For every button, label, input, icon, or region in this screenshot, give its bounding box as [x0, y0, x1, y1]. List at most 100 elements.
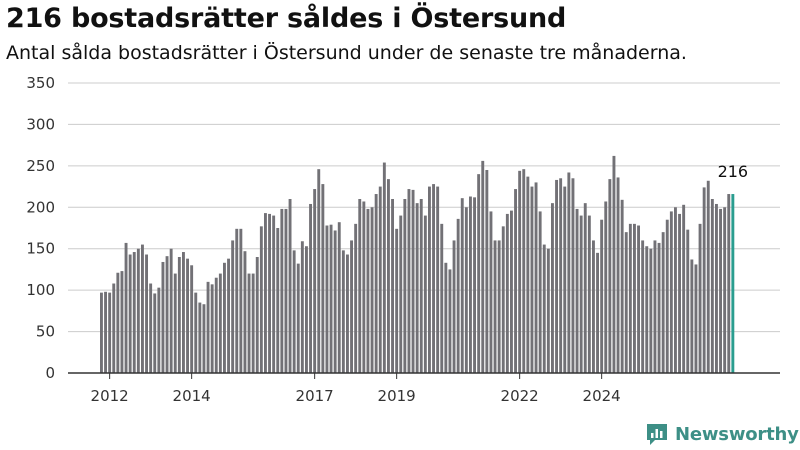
- bar: [538, 211, 542, 373]
- bar: [272, 215, 276, 373]
- bar: [436, 186, 440, 373]
- bar: [251, 273, 255, 373]
- bar: [149, 283, 153, 373]
- bar: [592, 240, 595, 373]
- bar: [305, 246, 308, 373]
- y-tick-label: 150: [26, 240, 55, 258]
- bar: [505, 213, 509, 373]
- bar: [694, 264, 698, 373]
- bar: [661, 232, 665, 373]
- bar: [116, 272, 120, 373]
- bar: [124, 242, 128, 373]
- bar: [551, 203, 554, 373]
- latest-value-label: 216: [718, 162, 749, 181]
- bar: [518, 170, 522, 373]
- bar: [223, 262, 226, 373]
- bar: [325, 225, 329, 373]
- bar: [350, 240, 353, 373]
- bar: [112, 283, 116, 373]
- bar: [268, 213, 271, 373]
- bar: [382, 162, 386, 373]
- bar: [583, 203, 587, 373]
- bar: [407, 189, 411, 373]
- bar: [321, 184, 325, 373]
- bar: [403, 199, 407, 373]
- bar: [206, 281, 210, 373]
- bar: [169, 248, 173, 373]
- bar: [194, 292, 198, 373]
- bar: [362, 201, 366, 373]
- y-tick-label: 100: [26, 281, 55, 299]
- brand-logo: Newsworthy: [645, 419, 799, 449]
- bar: [259, 226, 263, 373]
- bar: [645, 246, 649, 373]
- bar: [432, 184, 435, 373]
- bar: [346, 254, 349, 373]
- bar: [452, 240, 456, 373]
- bar: [633, 223, 636, 373]
- bar: [313, 189, 317, 373]
- bar: [628, 223, 632, 373]
- bar: [649, 248, 653, 373]
- bar: [214, 277, 218, 373]
- bar: [596, 252, 599, 373]
- bar: [579, 215, 583, 373]
- bar: [727, 194, 731, 373]
- bar: [444, 262, 448, 373]
- bar: [653, 240, 657, 373]
- y-tick-label: 250: [26, 157, 55, 175]
- bar: [477, 174, 481, 373]
- x-tick-label: 2014: [173, 387, 211, 405]
- bar: [616, 177, 620, 373]
- bar: [309, 203, 312, 373]
- bar: [173, 273, 177, 373]
- y-tick-label: 200: [26, 198, 55, 216]
- bar: [136, 248, 140, 373]
- bar: [522, 169, 526, 373]
- bar: [276, 228, 280, 373]
- y-tick-label: 350: [26, 74, 55, 92]
- bar: [678, 213, 681, 373]
- bar: [567, 172, 571, 373]
- bar: [702, 187, 706, 373]
- bar: [423, 215, 427, 373]
- bar: [337, 222, 341, 373]
- bar: [378, 186, 382, 373]
- bar: [559, 178, 563, 373]
- bar: [510, 210, 513, 373]
- bar: [231, 240, 235, 373]
- bar: [190, 265, 194, 373]
- bar: [686, 229, 690, 373]
- brand-name: Newsworthy: [675, 423, 799, 445]
- bar: [202, 304, 206, 373]
- bar: [456, 218, 460, 373]
- bar: [448, 269, 452, 373]
- bar-latest: [731, 194, 735, 373]
- bar: [710, 199, 714, 373]
- bar: [247, 273, 251, 373]
- bar: [526, 176, 530, 373]
- bar: [719, 208, 722, 373]
- bar: [239, 228, 243, 373]
- bar: [288, 199, 292, 373]
- bar: [620, 199, 624, 373]
- bar: [669, 211, 673, 373]
- bar: [132, 252, 136, 373]
- bar: [411, 189, 415, 373]
- bar: [292, 250, 296, 373]
- bar: [358, 199, 362, 373]
- bar: [182, 252, 185, 373]
- bar: [108, 292, 112, 373]
- bar: [690, 259, 694, 373]
- bar: [264, 213, 267, 373]
- bar: [534, 182, 538, 373]
- bar: [370, 207, 374, 373]
- bar: [469, 196, 472, 373]
- x-tick-label: 2012: [91, 387, 129, 405]
- bar: [387, 179, 390, 373]
- bar: [641, 240, 645, 373]
- bar: [715, 203, 718, 373]
- bar: [145, 254, 148, 373]
- bar: [374, 194, 378, 373]
- bar: [501, 226, 505, 373]
